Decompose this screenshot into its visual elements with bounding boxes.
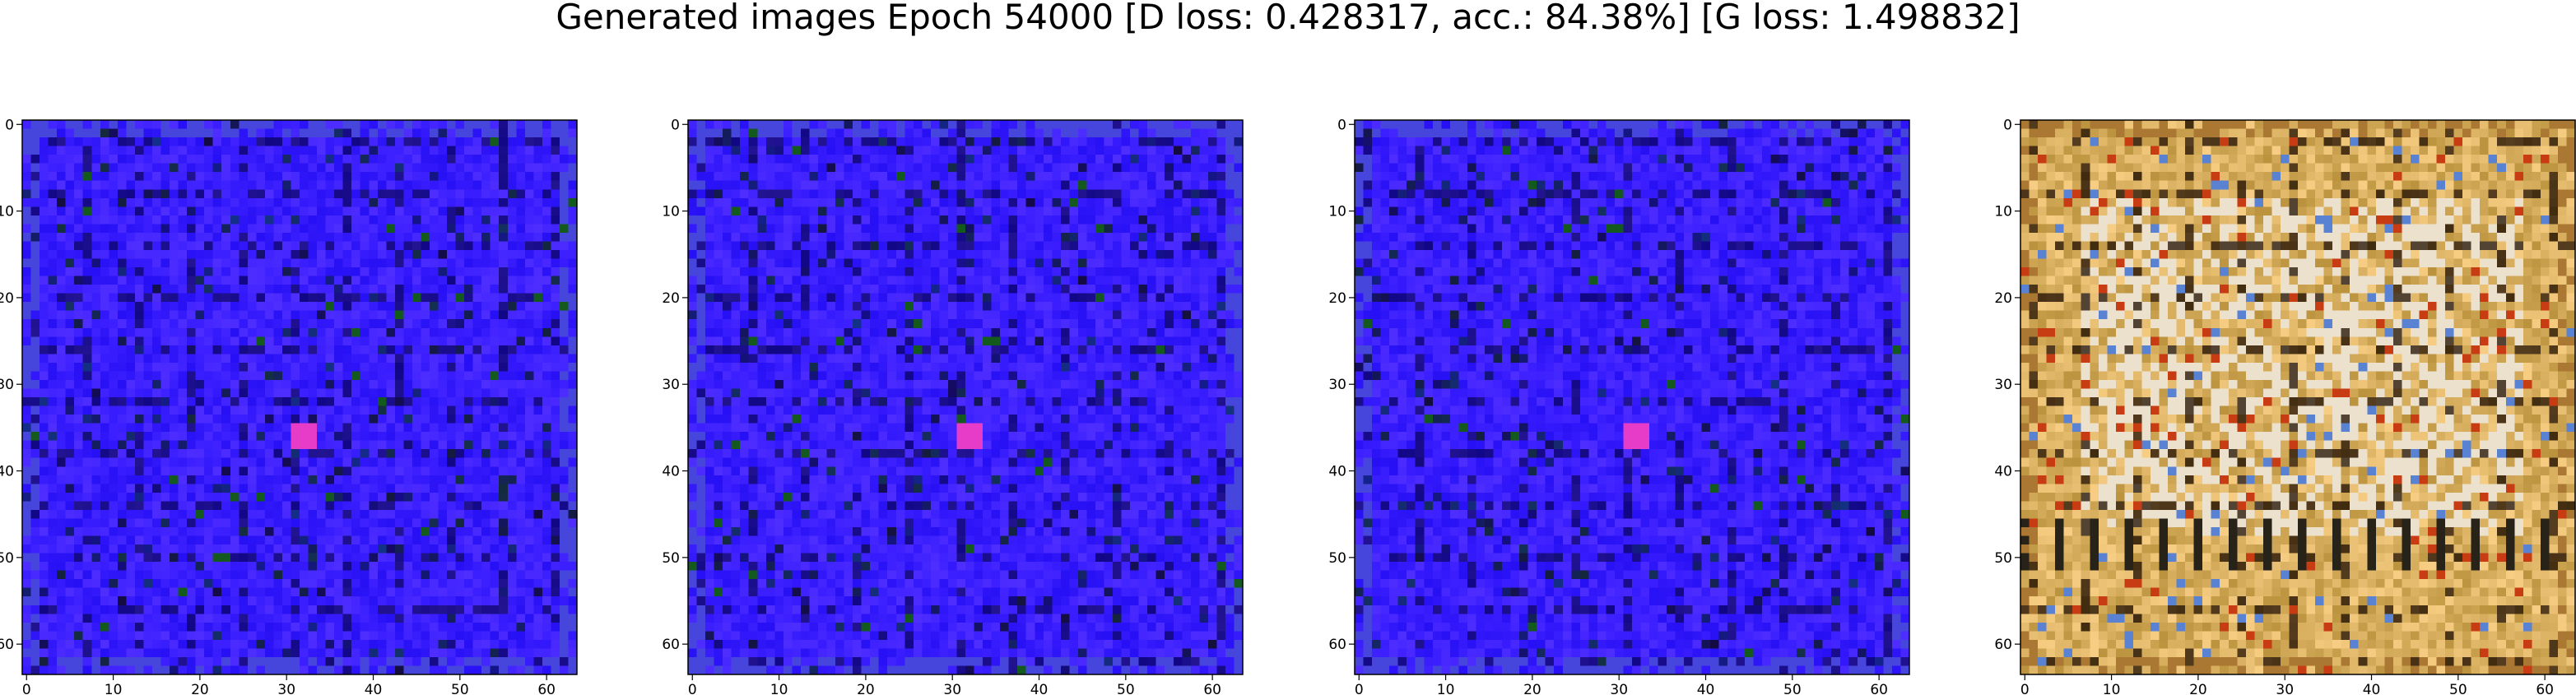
y-tick-label: 60 — [0, 637, 14, 653]
x-tick-label: 40 — [1697, 682, 1715, 695]
x-tick-label: 30 — [2276, 682, 2294, 695]
x-tick-label: 10 — [105, 682, 123, 695]
x-tick-label: 0 — [22, 682, 31, 695]
x-tick-label: 40 — [365, 682, 383, 695]
x-tick-label: 30 — [1610, 682, 1628, 695]
y-tick-label: 60 — [1994, 637, 2012, 653]
y-tick-label: 50 — [0, 550, 14, 567]
x-tick-label: 10 — [2103, 682, 2121, 695]
y-tick-label: 40 — [1994, 464, 2012, 480]
y-tick-label: 20 — [1328, 290, 1346, 307]
y-tick-label: 20 — [0, 290, 14, 307]
x-tick-label: 50 — [1783, 682, 1802, 695]
axes-frame — [1354, 119, 1910, 675]
figure-title: Generated images Epoch 54000 [D loss: 0.… — [556, 0, 2020, 37]
x-tick-label: 30 — [277, 682, 295, 695]
x-tick-label: 20 — [191, 682, 209, 695]
x-tick-label: 10 — [1437, 682, 1455, 695]
x-tick-label: 20 — [1523, 682, 1541, 695]
y-tick-label: 10 — [662, 204, 680, 220]
x-tick-label: 0 — [1355, 682, 1364, 695]
axes-frame — [687, 119, 1244, 675]
y-tick-label: 10 — [1994, 204, 2012, 220]
y-tick-label: 60 — [662, 637, 680, 653]
y-tick-label: 10 — [0, 204, 14, 220]
axes-frame — [21, 119, 578, 675]
x-tick-label: 60 — [1870, 682, 1888, 695]
image-pixels — [2020, 120, 2575, 674]
y-tick-label: 50 — [1994, 550, 2012, 567]
generated-image-4: 0 10 20 30 40 50 60 0 10 20 30 40 50 60 — [1994, 117, 2576, 695]
y-tick-label: 30 — [1994, 377, 2012, 393]
y-tick-label: 40 — [1328, 464, 1346, 480]
x-tick-label: 20 — [2189, 682, 2207, 695]
y-tick-label: 40 — [662, 464, 680, 480]
y-tick-label: 30 — [1328, 377, 1346, 393]
generated-image-1: 0 10 20 30 40 50 60 0 10 20 30 40 50 60 — [0, 117, 578, 695]
y-tick-label: 50 — [1328, 550, 1346, 567]
y-tick-label: 20 — [662, 290, 680, 307]
x-tick-label: 60 — [2536, 682, 2554, 695]
x-tick-label: 10 — [770, 682, 788, 695]
y-tick-label: 30 — [662, 377, 680, 393]
y-tick-label: 50 — [662, 550, 680, 567]
x-tick-label: 0 — [2020, 682, 2030, 695]
y-tick-label: 0 — [2003, 117, 2012, 133]
generated-image-3: 0 10 20 30 40 50 60 0 10 20 30 40 50 60 — [1328, 117, 1910, 695]
y-tick-label: 30 — [0, 377, 14, 393]
x-tick-label: 60 — [537, 682, 556, 695]
image-pixels — [1355, 120, 1909, 674]
x-tick-label: 60 — [1203, 682, 1221, 695]
x-tick-label: 0 — [688, 682, 697, 695]
x-tick-label: 50 — [2449, 682, 2467, 695]
x-tick-label: 30 — [943, 682, 961, 695]
x-tick-label: 40 — [2363, 682, 2381, 695]
y-tick-label: 40 — [0, 464, 14, 480]
y-tick-label: 0 — [5, 117, 14, 133]
x-tick-label: 20 — [857, 682, 875, 695]
y-tick-label: 10 — [1328, 204, 1346, 220]
y-tick-label: 60 — [1328, 637, 1346, 653]
y-tick-label: 0 — [671, 117, 680, 133]
y-tick-label: 0 — [1337, 117, 1346, 133]
image-pixels — [22, 120, 577, 674]
y-tick-label: 20 — [1994, 290, 2012, 307]
axes-frame — [2020, 119, 2576, 675]
x-tick-label: 50 — [1117, 682, 1135, 695]
x-tick-label: 50 — [451, 682, 469, 695]
generated-image-2: 0 10 20 30 40 50 60 0 10 20 30 40 50 60 — [662, 117, 1244, 695]
x-tick-label: 40 — [1030, 682, 1049, 695]
image-pixels — [688, 120, 1243, 674]
